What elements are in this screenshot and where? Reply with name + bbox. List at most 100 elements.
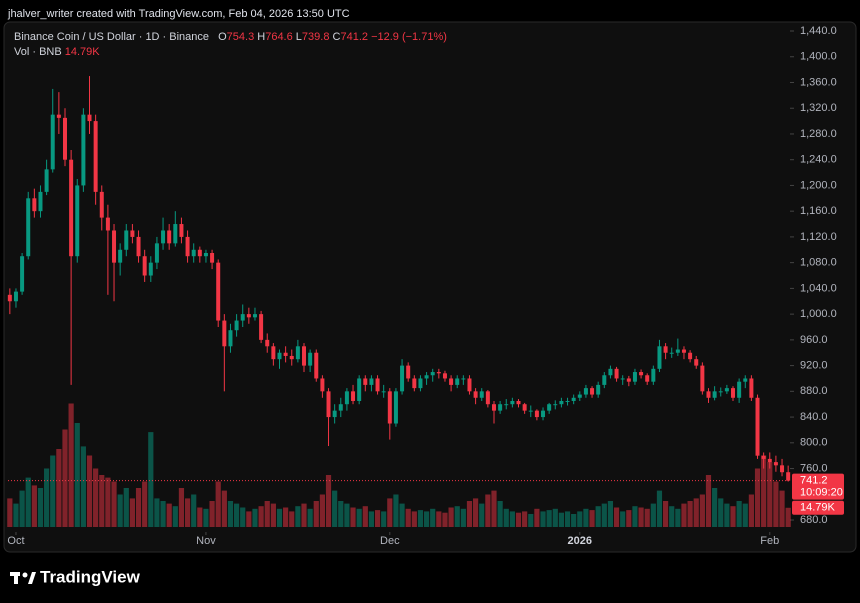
volume-bar (356, 508, 362, 527)
candle-body (161, 230, 166, 244)
candle-body (136, 236, 141, 257)
volume-bar (485, 494, 491, 527)
volume-bar (644, 508, 650, 527)
candle-body (13, 291, 18, 302)
candle-body (657, 346, 662, 369)
logo-part (14, 572, 18, 584)
candle-body (387, 391, 392, 424)
candle-body (375, 378, 380, 392)
candle-body (363, 378, 368, 385)
volume-bar (93, 468, 99, 527)
volume-bar (37, 488, 44, 527)
candle-body (222, 320, 227, 347)
candle-body (442, 373, 447, 379)
candle-body (271, 346, 276, 360)
candle-body (467, 378, 472, 392)
candle-body (234, 320, 239, 331)
candle-body (522, 404, 527, 411)
candle-body (577, 394, 582, 398)
candle-body (761, 455, 766, 459)
candle-body (265, 339, 270, 347)
candle-body (645, 375, 650, 382)
candle-body (724, 388, 729, 392)
volume-bar (166, 503, 172, 527)
candle-body (430, 372, 435, 376)
volume-bar (13, 503, 19, 527)
candle-body (246, 314, 251, 318)
volume-bar (319, 494, 325, 527)
candle-body (516, 400, 521, 405)
candle-body (639, 372, 644, 376)
volume-bar (276, 508, 283, 527)
candle-body (185, 236, 190, 257)
volume-bar (227, 501, 234, 527)
candle-body (62, 117, 67, 160)
y-tick-label: 840.0 (800, 411, 828, 423)
countdown: 10:09:20 (800, 487, 843, 499)
candle-body (393, 391, 398, 424)
volume-bar (430, 508, 436, 527)
x-tick-label: Nov (196, 535, 216, 547)
candle-body (154, 243, 159, 263)
candle-body (479, 391, 484, 398)
volume-bar (509, 511, 515, 527)
volume-bar (368, 511, 375, 527)
y-tick-label: 800.0 (800, 437, 828, 449)
candle-body (50, 114, 55, 170)
volume-bar (307, 508, 313, 527)
candle-body (528, 410, 533, 412)
volume-bar (411, 511, 417, 527)
volume-bar (583, 508, 589, 527)
candle-body (553, 404, 558, 406)
candle-body (320, 378, 325, 392)
volume-bar (191, 494, 197, 527)
candle-body (369, 378, 374, 385)
volume-bar (105, 477, 111, 527)
volume-bar (203, 508, 209, 527)
candle-body (56, 114, 61, 118)
candle-body (277, 352, 282, 360)
candle-body (87, 114, 92, 122)
volume-bar (154, 498, 160, 527)
volume-bar (338, 501, 344, 527)
y-tick-label: 960.0 (800, 334, 828, 346)
candle-body (406, 365, 411, 379)
x-tick-label: Oct (7, 535, 24, 547)
y-tick-label: 1,440.0 (800, 25, 837, 37)
y-tick-label: 1,240.0 (800, 154, 837, 166)
volume-bar (601, 503, 607, 527)
candle-body (38, 191, 43, 212)
candle-body (216, 262, 221, 321)
volume-bar (718, 498, 724, 527)
legend: Binance Coin / US Dollar · 1D · Binance … (14, 31, 447, 43)
candle-body (351, 391, 356, 401)
y-tick-label: 1,320.0 (800, 102, 837, 114)
volume-bar (325, 475, 332, 527)
price-tag-label: 741.2 (800, 475, 828, 487)
volume-bar (479, 503, 485, 527)
volume-bar (362, 506, 368, 527)
candle-body (412, 378, 417, 389)
volume-bar (221, 490, 227, 527)
volume-bar (503, 508, 509, 527)
candle-body (295, 346, 300, 360)
candle-body (565, 400, 570, 402)
candle-body (20, 256, 25, 292)
volume-value: 14.79K (64, 46, 100, 58)
candle-body (26, 198, 31, 257)
y-tick-label: 1,160.0 (800, 205, 837, 217)
candle-body (694, 359, 699, 366)
candle-body (602, 375, 607, 385)
volume-bar (56, 449, 62, 527)
volume-bar (332, 490, 338, 527)
candle-body (755, 397, 760, 456)
candle-body (81, 114, 86, 186)
volume-bar (675, 508, 681, 527)
candle-body (338, 404, 343, 411)
price-tag (792, 473, 844, 500)
candle-body (7, 294, 12, 302)
ohlc-label: H (257, 31, 266, 43)
y-tick-label: 1,280.0 (800, 128, 837, 140)
volume-bar (454, 506, 460, 527)
